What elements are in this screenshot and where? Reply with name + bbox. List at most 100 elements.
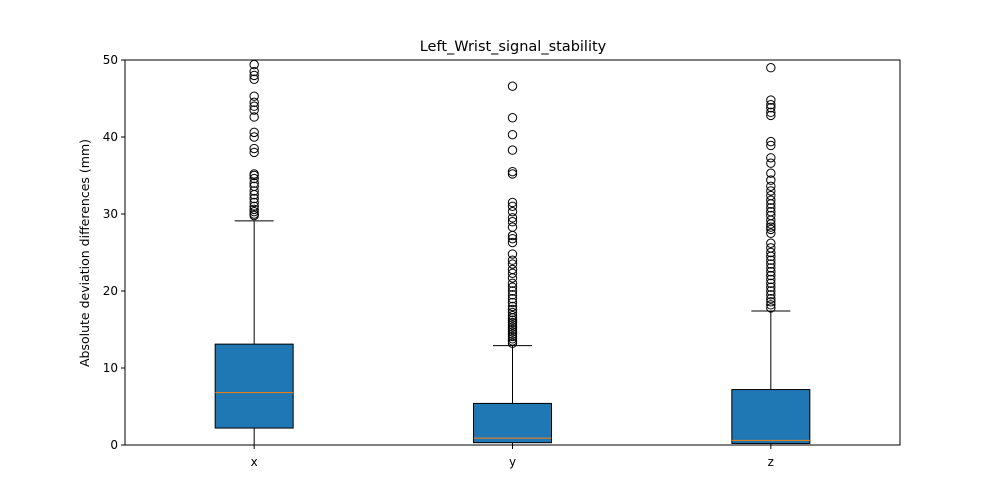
outlier-point [249, 201, 259, 212]
outlier-point [507, 338, 518, 349]
outlier-point [507, 217, 518, 227]
outlier-point [766, 175, 776, 185]
box-x [214, 343, 294, 429]
box-z [731, 389, 811, 444]
outlier-point [249, 70, 259, 81]
outlier-point [766, 243, 776, 253]
y-tick-label: 10 [103, 361, 118, 375]
outlier-point [766, 282, 776, 292]
outlier-point [507, 145, 518, 155]
outlier-point [507, 201, 518, 212]
outlier-point [507, 255, 518, 265]
outlier-point [766, 263, 776, 273]
outlier-point [507, 166, 518, 177]
outlier-point [766, 274, 776, 285]
outlier-point [766, 222, 776, 232]
outlier-point [507, 307, 518, 318]
outlier-point [766, 270, 776, 281]
outlier-point [766, 286, 776, 296]
outlier-point [507, 206, 518, 217]
outlier-point [766, 110, 776, 121]
outlier-point [507, 301, 518, 312]
outlier-point [249, 105, 259, 115]
y-tick-label: 30 [103, 207, 118, 221]
outlier-point [766, 203, 776, 213]
outlier-point [507, 81, 518, 91]
outlier-point [249, 127, 259, 138]
outlier-point [507, 268, 518, 278]
outlier-point [249, 209, 259, 219]
outlier-point [249, 97, 259, 108]
outlier-point [507, 278, 518, 288]
outlier-point [507, 249, 518, 259]
outlier-point [766, 95, 776, 105]
outlier-point [766, 186, 776, 196]
y-tick-label: 20 [103, 284, 118, 298]
outlier-point [249, 143, 259, 154]
outlier-point [507, 294, 518, 304]
x-tick-label: x [251, 455, 258, 469]
outlier-point [507, 297, 518, 308]
x-tick-label: y [509, 455, 516, 469]
outlier-point [766, 259, 776, 269]
plot-area: 0 10 20 30 40 50 x y z [103, 53, 811, 469]
outlier-point [766, 99, 776, 110]
outlier-point [249, 206, 259, 217]
y-tick-label: 40 [103, 130, 118, 144]
outlier-point [766, 255, 776, 265]
outlier-point [507, 264, 518, 275]
outlier-point [249, 193, 259, 204]
outlier-point [249, 178, 259, 188]
outlier-point [249, 91, 259, 101]
outlier-point [766, 247, 776, 258]
outlier-point [249, 186, 259, 196]
outlier-point [766, 210, 776, 221]
outlier-point [507, 334, 518, 344]
outlier-point [766, 103, 776, 113]
outlier-point [766, 290, 776, 300]
outlier-point [507, 169, 518, 179]
outlier-point [249, 181, 259, 191]
outlier-point [249, 204, 259, 215]
outlier-point [766, 206, 776, 217]
outlier-point [507, 310, 518, 321]
outlier-point [507, 286, 518, 296]
outlier-point [507, 324, 518, 335]
outlier-point [507, 233, 518, 244]
outlier-point [507, 197, 518, 208]
outlier-point [249, 101, 259, 111]
y-axis-label: Absolute deviation differences (mm) [77, 139, 92, 367]
outlier-point [766, 297, 776, 307]
outlier-point [507, 222, 518, 232]
outlier-point [507, 237, 518, 248]
outlier-point [766, 300, 776, 310]
outlier-point [507, 320, 518, 330]
outlier-point [249, 66, 259, 77]
outlier-point [507, 329, 518, 339]
outlier-point [766, 168, 776, 178]
outlier-point [507, 315, 518, 325]
y-tick-label: 50 [103, 53, 118, 67]
outlier-point [249, 169, 259, 179]
outlier-point [507, 336, 518, 346]
outlier-point [766, 278, 776, 288]
outlier-point [766, 107, 776, 118]
outlier-point [507, 322, 518, 332]
outlier-point [249, 74, 259, 84]
outlier-point [766, 136, 776, 147]
outlier-point [249, 147, 259, 158]
outlier-point [507, 282, 518, 292]
outlier-point [507, 113, 518, 123]
outlier-point [766, 195, 776, 205]
y-tick-label: 0 [110, 438, 118, 452]
outlier-point [507, 304, 518, 315]
outlier-point [249, 173, 259, 184]
outlier-point [507, 213, 518, 223]
outlier-point [766, 158, 776, 168]
chart-title: Left_Wrist_signal_stability [420, 39, 607, 55]
outlier-point [507, 327, 518, 337]
x-tick-label: z [768, 455, 774, 469]
outlier-point [507, 290, 518, 300]
outlier-point [766, 294, 776, 304]
